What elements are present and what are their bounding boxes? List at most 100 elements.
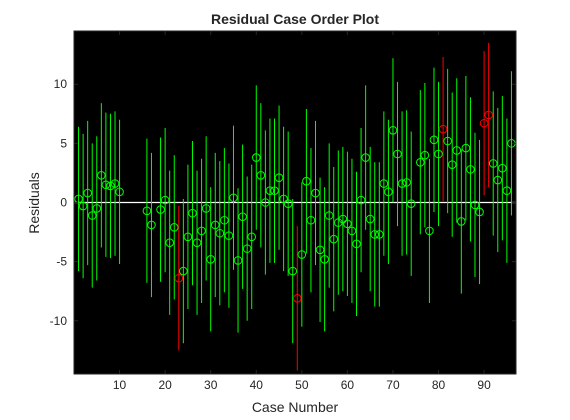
outlier-point (174, 273, 184, 283)
residual-point (488, 159, 498, 168)
residual-point (402, 178, 411, 187)
residual-point (147, 220, 156, 230)
residual-point (420, 150, 430, 160)
residual-point (183, 232, 193, 242)
residual-point (502, 186, 512, 195)
residual-point (215, 228, 225, 238)
x-tick-label: 90 (477, 378, 491, 392)
residual-point (434, 149, 443, 159)
residual-point (83, 188, 92, 198)
residual-point (447, 160, 457, 169)
residual-marks (74, 42, 516, 371)
residual-point (356, 195, 366, 205)
residual-point (429, 135, 439, 145)
x-tick-label: 20 (158, 378, 172, 392)
residual-point (242, 244, 252, 253)
residual-point (192, 238, 202, 248)
residual-point (361, 153, 370, 162)
residual-point (343, 219, 352, 229)
y-tick-label: -5 (56, 255, 67, 269)
residual-point (74, 194, 83, 204)
residual-point (347, 226, 357, 236)
residual-point (352, 239, 361, 249)
residual-point (92, 204, 102, 213)
residual-point (261, 198, 270, 207)
residual-point (470, 200, 480, 210)
residual-point (106, 181, 115, 191)
y-axis-ticks: -10 -5 0 5 10 (50, 77, 516, 328)
residual-point (365, 214, 375, 224)
y-tick-label: 5 (60, 136, 67, 150)
residual-point (324, 211, 334, 220)
residual-point (210, 220, 220, 230)
x-tick-label: 80 (432, 378, 446, 392)
residual-point (393, 149, 402, 159)
residual-point (406, 199, 416, 208)
residual-point (374, 230, 384, 239)
y-tick-label: 0 (60, 196, 67, 210)
residual-point (78, 201, 88, 211)
residual-point (388, 126, 398, 135)
x-tick-label: 50 (295, 378, 309, 392)
residual-point (338, 214, 348, 224)
residual-point (302, 176, 311, 186)
residual-point (224, 231, 234, 240)
residual-point (288, 266, 298, 276)
residual-point (188, 208, 197, 218)
residual-point (179, 266, 188, 276)
residual-point (197, 226, 206, 236)
residual-point (265, 186, 275, 195)
y-tick-label: -10 (50, 314, 68, 328)
residual-point (270, 186, 279, 195)
residual-point (498, 163, 507, 173)
residual-point (416, 157, 425, 167)
residual-point (475, 207, 484, 217)
residual-point (279, 194, 288, 204)
residual-point (156, 205, 165, 214)
residual-point (206, 254, 216, 264)
x-tick-label: 10 (113, 378, 127, 392)
residual-point (384, 187, 393, 197)
residual-point (256, 170, 266, 180)
residual-point (229, 193, 238, 203)
residual-point (238, 212, 247, 221)
residual-point (311, 188, 320, 198)
residual-point (461, 143, 471, 153)
outlier-point (438, 124, 448, 134)
residual-point (110, 179, 120, 188)
residual-point (87, 211, 97, 220)
residual-point (315, 245, 325, 255)
residual-point (247, 232, 257, 242)
outlier-point (292, 294, 302, 303)
residual-point (397, 179, 407, 188)
residual-point (457, 217, 466, 226)
residual-point (425, 226, 434, 236)
x-tick-label: 40 (250, 378, 264, 392)
residual-point (443, 136, 452, 146)
x-axis-label: Case Number (252, 399, 339, 415)
residual-point (306, 215, 316, 225)
residual-point (466, 165, 475, 174)
residual-point (160, 195, 170, 205)
residual-point (115, 187, 124, 197)
residual-point (251, 153, 261, 162)
outlier-point (479, 118, 489, 128)
x-axis-ticks: 10 20 30 40 50 60 70 80 90 (113, 31, 491, 392)
residual-point (283, 199, 293, 208)
residual-point (220, 215, 229, 225)
residual-point (274, 173, 284, 182)
chart-title: Residual Case Order Plot (211, 11, 379, 27)
residual-point (142, 206, 152, 216)
residual-point (370, 230, 380, 239)
y-axis-label: Residuals (26, 172, 42, 233)
residual-point (320, 254, 329, 264)
residual-point (452, 146, 462, 155)
residual-point (297, 250, 307, 259)
residual-point (379, 179, 389, 188)
y-tick-label: 10 (54, 77, 68, 91)
x-tick-label: 70 (386, 378, 400, 392)
residual-point (165, 238, 174, 248)
residual-point (493, 175, 503, 185)
residual-point (169, 223, 179, 232)
